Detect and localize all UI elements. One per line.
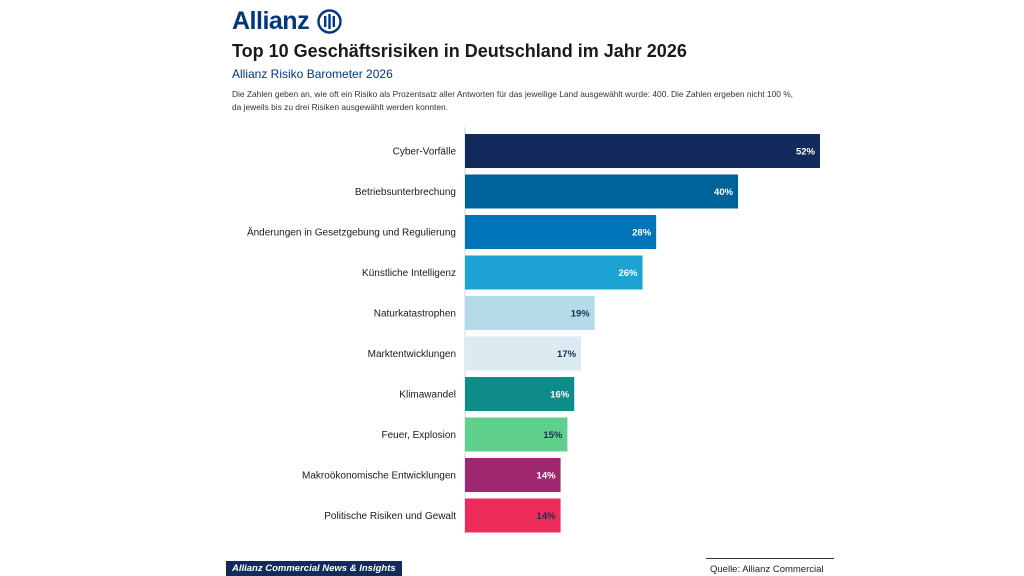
- category-label: Künstliche Intelligenz: [362, 268, 456, 279]
- bar: [465, 134, 820, 168]
- chart-subtitle: Allianz Risiko Barometer 2026: [232, 67, 393, 81]
- bar: [465, 336, 582, 371]
- bar: [465, 377, 575, 411]
- bar: [465, 417, 568, 452]
- value-label: 19%: [571, 309, 591, 320]
- value-label: 16%: [550, 390, 570, 401]
- value-label: 14%: [537, 511, 557, 522]
- allianz-logo: Allianz: [232, 6, 342, 36]
- value-label: 14%: [537, 471, 557, 482]
- category-label: Feuer, Explosion: [382, 430, 457, 441]
- value-label: 28%: [632, 228, 652, 239]
- category-label: Politische Risiken und Gewalt: [324, 511, 456, 522]
- category-label: Klimawandel: [399, 390, 456, 401]
- category-label: Naturkatastrophen: [374, 309, 456, 320]
- value-label: 52%: [796, 147, 816, 158]
- value-label: 15%: [543, 430, 563, 441]
- footer-source: Quelle: Allianz Commercial: [710, 564, 824, 575]
- bar: [465, 458, 561, 492]
- value-label: 17%: [557, 349, 577, 360]
- value-label: 26%: [618, 268, 638, 279]
- bar: [465, 215, 657, 249]
- category-label: Änderungen in Gesetzgebung und Regulieru…: [247, 227, 456, 239]
- value-label: 40%: [714, 187, 734, 198]
- footer-divider: [706, 558, 834, 559]
- category-label: Betriebsunterbrechung: [355, 187, 456, 198]
- footer-badge: Allianz Commercial News & Insights: [226, 561, 402, 576]
- bar: [465, 498, 561, 533]
- category-label: Cyber-Vorfälle: [393, 147, 457, 158]
- category-label: Makroökonomische Entwicklungen: [302, 471, 456, 482]
- logo-text: Allianz: [232, 6, 310, 35]
- category-label: Marktentwicklungen: [368, 349, 456, 360]
- chart-title: Top 10 Geschäftsrisiken in Deutschland i…: [232, 41, 687, 61]
- allianz-eagle-icon: [317, 8, 342, 34]
- bar: [465, 255, 643, 290]
- bar: [465, 174, 739, 209]
- chart-description: Die Zahlen geben an, wie oft ein Risiko …: [232, 89, 793, 112]
- bar: [465, 296, 595, 330]
